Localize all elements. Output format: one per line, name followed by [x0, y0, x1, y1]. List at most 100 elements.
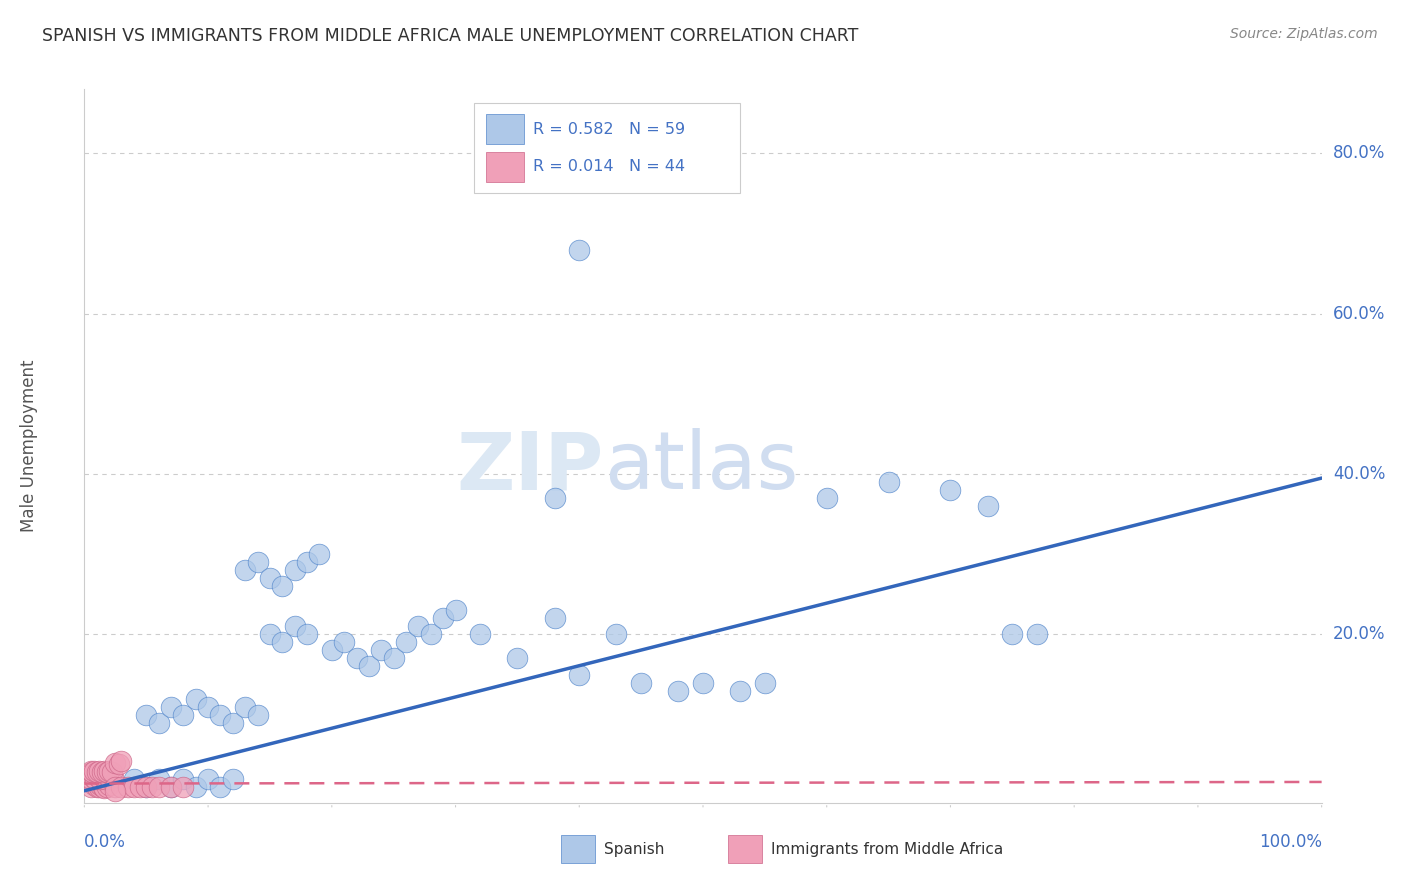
Point: [172, 707, 194, 722]
Point: [148, 772, 170, 786]
Point: [117, 780, 139, 794]
Point: [222, 715, 245, 730]
Point: [96, 780, 118, 794]
FancyBboxPatch shape: [474, 103, 740, 193]
Point: [692, 675, 714, 690]
Point: [89, 764, 111, 778]
Point: [83, 764, 105, 778]
Point: [93, 764, 115, 778]
Point: [470, 627, 492, 641]
Point: [135, 707, 157, 722]
Point: [284, 563, 307, 577]
Point: [108, 757, 131, 772]
Point: [184, 691, 207, 706]
Point: [346, 651, 368, 665]
Point: [877, 475, 900, 489]
Point: [1001, 627, 1024, 641]
Point: [222, 772, 245, 786]
FancyBboxPatch shape: [486, 114, 523, 145]
Point: [605, 627, 627, 641]
Point: [89, 780, 111, 794]
Point: [110, 780, 132, 794]
Point: [104, 756, 127, 770]
Point: [83, 778, 105, 792]
Point: [89, 772, 111, 786]
Point: [87, 770, 110, 784]
Point: [271, 635, 294, 649]
Text: Male Unemployment: Male Unemployment: [20, 359, 38, 533]
Point: [444, 603, 467, 617]
Text: 80.0%: 80.0%: [1333, 145, 1385, 162]
Point: [141, 780, 163, 794]
Point: [976, 499, 998, 513]
Point: [96, 765, 118, 780]
Point: [568, 667, 591, 681]
Point: [259, 627, 281, 641]
Point: [382, 651, 405, 665]
Point: [82, 770, 104, 784]
Point: [91, 770, 114, 784]
Point: [543, 611, 565, 625]
Point: [184, 780, 207, 794]
Point: [98, 772, 121, 786]
Point: [754, 675, 776, 690]
Point: [89, 778, 111, 792]
Point: [122, 772, 145, 786]
Point: [197, 772, 219, 786]
Point: [419, 627, 441, 641]
Point: [506, 651, 529, 665]
Point: [271, 579, 294, 593]
Text: R = 0.582   N = 59: R = 0.582 N = 59: [533, 121, 686, 136]
Point: [148, 780, 170, 794]
Point: [395, 635, 418, 649]
Point: [284, 619, 307, 633]
Point: [86, 776, 108, 790]
Point: [295, 555, 318, 569]
Point: [233, 699, 256, 714]
Point: [172, 780, 194, 794]
Point: [104, 780, 127, 794]
Point: [333, 635, 356, 649]
Point: [79, 780, 101, 794]
Point: [246, 707, 269, 722]
Point: [568, 243, 591, 257]
Text: ZIP: ZIP: [457, 428, 605, 507]
Point: [321, 643, 343, 657]
Point: [728, 683, 751, 698]
Point: [80, 765, 103, 780]
Text: SPANISH VS IMMIGRANTS FROM MIDDLE AFRICA MALE UNEMPLOYMENT CORRELATION CHART: SPANISH VS IMMIGRANTS FROM MIDDLE AFRICA…: [42, 27, 859, 45]
Text: 20.0%: 20.0%: [1333, 625, 1385, 643]
Point: [543, 491, 565, 505]
FancyBboxPatch shape: [728, 835, 762, 863]
Point: [98, 764, 121, 778]
Point: [148, 715, 170, 730]
Point: [97, 770, 120, 784]
Point: [93, 781, 115, 796]
Point: [135, 780, 157, 794]
Point: [100, 765, 122, 780]
Point: [308, 547, 330, 561]
Text: 0.0%: 0.0%: [84, 833, 127, 851]
Point: [370, 643, 392, 657]
Point: [246, 555, 269, 569]
Text: atlas: atlas: [605, 428, 799, 507]
Point: [84, 772, 107, 786]
Point: [101, 770, 124, 784]
Point: [357, 659, 380, 673]
Point: [815, 491, 838, 505]
Point: [209, 707, 232, 722]
Text: R = 0.014   N = 44: R = 0.014 N = 44: [533, 160, 686, 175]
Point: [160, 780, 183, 794]
Point: [98, 778, 121, 792]
Point: [408, 619, 430, 633]
Text: 60.0%: 60.0%: [1333, 305, 1385, 323]
Text: Source: ZipAtlas.com: Source: ZipAtlas.com: [1230, 27, 1378, 41]
Point: [86, 765, 108, 780]
Point: [129, 780, 152, 794]
FancyBboxPatch shape: [486, 152, 523, 182]
Text: Immigrants from Middle Africa: Immigrants from Middle Africa: [770, 842, 1004, 856]
Text: 100.0%: 100.0%: [1258, 833, 1322, 851]
Text: 40.0%: 40.0%: [1333, 465, 1385, 483]
Point: [630, 675, 652, 690]
Point: [295, 627, 318, 641]
